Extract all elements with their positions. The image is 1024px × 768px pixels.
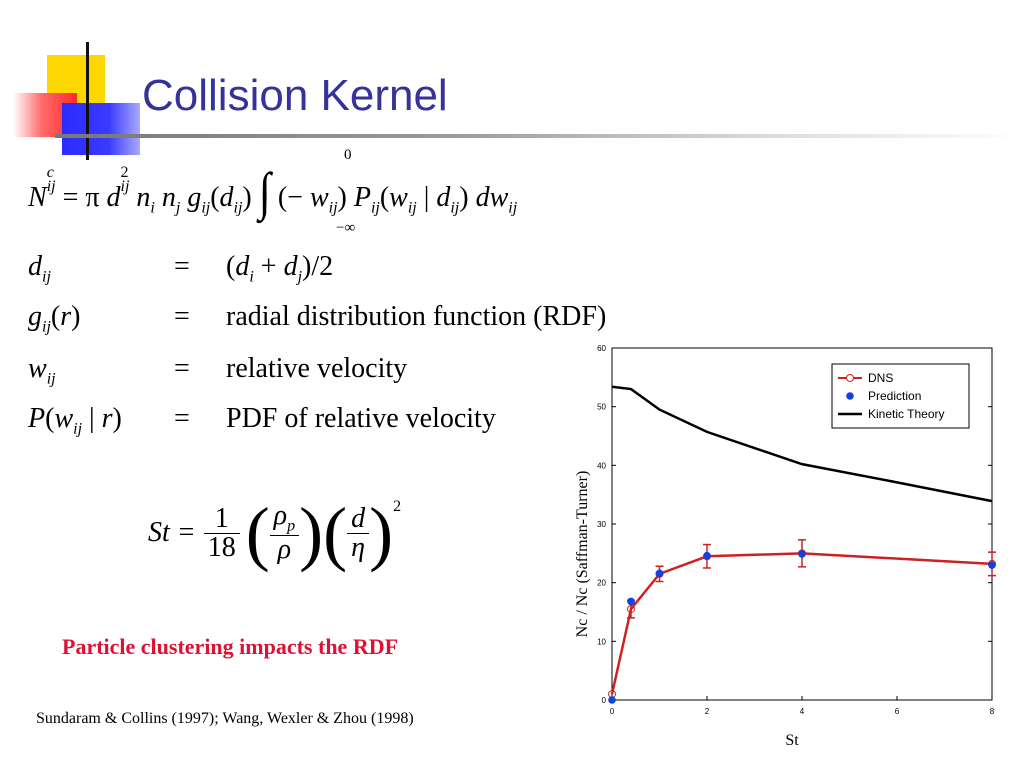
def-d-rhs: (di + dj)/2 [226,251,334,286]
density-ratio: ρp ρ [269,500,300,565]
length-ratio: d η [347,502,370,563]
def-w-eq: = [174,353,190,384]
d-symbol: d [351,502,366,534]
legend-prediction-marker [846,392,854,400]
x-tick-label: 6 [895,707,900,716]
y-tick-label: 50 [597,403,606,412]
x-tick-label: 4 [800,707,805,716]
slide-title: Collision Kernel [142,71,448,120]
stokes-lhs: St = [148,517,196,548]
y-tick-label: 30 [597,520,606,529]
stokes-power: 2 [393,498,402,515]
x-tick-label: 0 [610,707,615,716]
y-tick-label: 40 [597,461,606,470]
stokes-coefficient: 1 18 [203,504,240,563]
paren-open-1: ( [245,493,270,573]
integral-upper-limit: 0 [344,147,352,163]
def-g-eq: = [174,301,190,332]
def-g-lhs: gij(r) [28,301,81,336]
eq-lhs: N [28,182,47,213]
rho-p-sub: p [287,517,296,535]
dns-line [610,552,993,695]
y-tick-label: 0 [602,696,607,705]
eq-d-sub: ij [120,178,130,196]
collision-rate-chart: 0 10 20 30 40 50 60 0 2 4 6 8 St Nc / Nc (Saffman-Tur… [574,344,996,749]
prediction-point [655,569,664,578]
stokes-den: 18 [207,531,236,563]
prediction-point [703,551,711,560]
stokes-number-equation: St = 1 18 ( ρp ρ ) ( d η ) 2 [148,497,401,569]
eq-integrand: (− wij) Pij(wij | dij) dwij [277,182,518,217]
def-d-lhs: dij [28,251,51,286]
eta-symbol: η [351,531,366,563]
kinetic-theory-line [611,385,993,503]
rho: ρ [277,533,292,565]
x-tick-label: 8 [990,707,995,716]
eq-rhs-prefix: = π d [62,182,121,213]
rho-p: ρ [273,500,288,532]
def-w-lhs: wij [28,353,56,388]
eq-lhs-sub: ij [46,178,56,196]
y-tick-label: 20 [597,579,606,588]
prediction-point [988,561,996,569]
y-tick-label: 10 [597,637,606,646]
stokes-num: 1 [203,504,240,534]
prediction-point [798,550,806,558]
legend-box [831,363,970,429]
def-w-rhs: relative velocity [226,353,408,384]
def-g-rhs: radial distribution function (RDF) [226,301,607,332]
prediction-point [627,597,635,606]
clustering-note: Particle clustering impacts the RDF [62,634,399,659]
legend-kinetic-label: Kinetic Theory [868,407,944,421]
paren-close-1: ) [299,493,324,573]
def-p-lhs: P(wij | r) [28,403,122,438]
x-axis-label: St [785,732,799,749]
legend-dns-label: DNS [868,371,893,385]
prediction-point [608,696,616,704]
eq-d-sup: 2 [120,164,129,181]
collision-kernel-equation: Nc ij = π d2 ij ni nj gij(dij) ∫ (− wij) P… [28,165,518,218]
eq-lhs-sup: c [46,164,54,181]
legend-prediction-label: Prediction [868,389,921,403]
y-tick-label: 60 [597,344,606,353]
def-p-rhs: PDF of relative velocity [226,403,496,434]
x-tick-label: 2 [705,707,710,716]
decor-vertical-line [86,42,89,160]
paren-open-2: ( [323,493,348,573]
references: Sundaram & Collins (1997); Wang, Wexler … [36,710,414,727]
integral-lower-limit: −∞ [336,220,356,236]
def-p-eq: = [174,403,190,434]
decor-blue-square [62,103,140,155]
legend-dns-marker [846,374,854,382]
title-underline [55,134,1024,138]
paren-close-2: ) [369,493,394,573]
y-axis-label: Nc / Nc (Saffman-Turner) [574,471,591,638]
def-d-eq: = [174,251,190,282]
eq-number-densities: ni nj gij(dij) [136,182,259,217]
dns-point [627,605,635,614]
integral-sign: ∫ [258,162,271,221]
